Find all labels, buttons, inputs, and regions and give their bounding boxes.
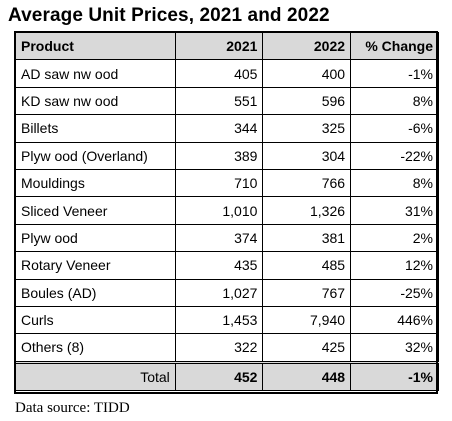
cell-2022: 325 (262, 114, 352, 143)
cell-2022: 767 (262, 278, 352, 307)
cell-change: 32% (350, 333, 439, 363)
cell-product: Sliced Veneer (15, 196, 176, 225)
cell-2021: 1,453 (174, 305, 264, 335)
header-row: Product 2021 2022 % Change (15, 31, 439, 61)
table-row: Curls 1,453 7,940 446% (15, 305, 439, 335)
total-2022: 448 (262, 360, 352, 392)
cell-product: Boules (AD) (15, 278, 176, 307)
table-row: KD saw nw ood 551 596 8% (15, 86, 439, 116)
cell-product: Plyw ood (15, 223, 176, 253)
header-product: Product (15, 31, 176, 61)
cell-2022: 400 (262, 59, 352, 88)
cell-product: KD saw nw ood (15, 86, 176, 116)
cell-2021: 405 (174, 59, 264, 88)
cell-2021: 344 (174, 114, 264, 143)
cell-product: Mouldings (15, 168, 176, 198)
cell-change: 31% (350, 196, 439, 225)
cell-change: 446% (350, 305, 439, 335)
price-table: Product 2021 2022 % Change AD saw nw ood… (15, 31, 439, 392)
data-source-note: Data source: TIDD (15, 400, 130, 416)
total-2021: 452 (174, 360, 264, 392)
total-row: Total 452 448 -1% (15, 360, 439, 392)
cell-change: 8% (350, 168, 439, 198)
cell-product: Others (8) (15, 333, 176, 363)
cell-2021: 374 (174, 223, 264, 253)
cell-product: Billets (15, 114, 176, 143)
cell-2021: 1,010 (174, 196, 264, 225)
cell-2022: 381 (262, 223, 352, 253)
total-change: -1% (350, 360, 439, 392)
header-2022: 2022 (262, 31, 352, 61)
cell-product: Curls (15, 305, 176, 335)
table-row: Boules (AD) 1,027 767 -25% (15, 278, 439, 307)
cell-2022: 7,940 (262, 305, 352, 335)
cell-product: AD saw nw ood (15, 59, 176, 88)
cell-2021: 1,027 (174, 278, 264, 307)
cell-change: 12% (350, 251, 439, 280)
table-title: Average Unit Prices, 2021 and 2022 (8, 5, 330, 26)
table-row: Mouldings 710 766 8% (15, 168, 439, 198)
table-row: Billets 344 325 -6% (15, 114, 439, 143)
cell-2022: 425 (262, 333, 352, 363)
table-row: Rotary Veneer 435 485 12% (15, 251, 439, 280)
header-2021: 2021 (174, 31, 264, 61)
total-label: Total (15, 360, 176, 392)
table-row: AD saw nw ood 405 400 -1% (15, 59, 439, 88)
cell-change: -1% (350, 59, 439, 88)
cell-2021: 435 (174, 251, 264, 280)
cell-2022: 596 (262, 86, 352, 116)
cell-2021: 551 (174, 86, 264, 116)
cell-2021: 389 (174, 141, 264, 170)
cell-change: -6% (350, 114, 439, 143)
cell-product: Rotary Veneer (15, 251, 176, 280)
cell-change: -25% (350, 278, 439, 307)
cell-2021: 322 (174, 333, 264, 363)
table-row: Plyw ood (Overland) 389 304 -22% (15, 141, 439, 170)
cell-change: -22% (350, 141, 439, 170)
cell-product: Plyw ood (Overland) (15, 141, 176, 170)
cell-2022: 766 (262, 168, 352, 198)
header-change: % Change (350, 31, 439, 61)
table-row: Sliced Veneer 1,010 1,326 31% (15, 196, 439, 225)
table-row: Others (8) 322 425 32% (15, 333, 439, 363)
table-row: Plyw ood 374 381 2% (15, 223, 439, 253)
cell-change: 2% (350, 223, 439, 253)
cell-2022: 1,326 (262, 196, 352, 225)
cell-change: 8% (350, 86, 439, 116)
cell-2021: 710 (174, 168, 264, 198)
cell-2022: 304 (262, 141, 352, 170)
cell-2022: 485 (262, 251, 352, 280)
